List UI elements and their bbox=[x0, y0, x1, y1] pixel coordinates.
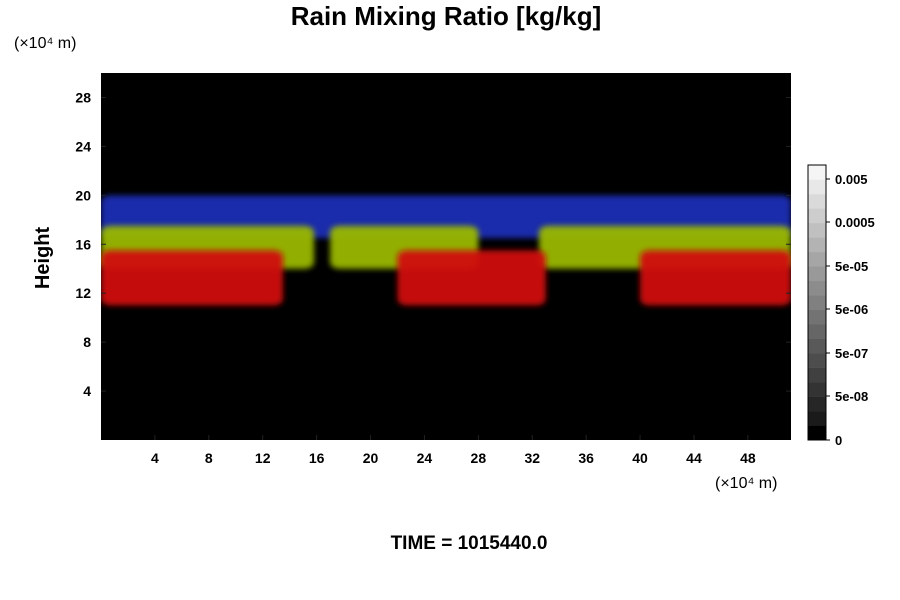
colorbar-label: 0 bbox=[835, 433, 842, 448]
colorbar-level bbox=[808, 280, 826, 296]
colorbar-label: 5e-08 bbox=[835, 389, 868, 404]
colorbar-level bbox=[808, 179, 826, 195]
precipitation-bands bbox=[101, 195, 791, 306]
x-tick-label: 24 bbox=[417, 450, 433, 466]
red-band bbox=[640, 250, 791, 306]
colorbar-level bbox=[808, 338, 826, 354]
time-label: TIME = 1015440.0 bbox=[391, 533, 548, 554]
colorbar-level bbox=[808, 237, 826, 253]
colorbar-level bbox=[808, 367, 826, 383]
x-tick-label: 48 bbox=[740, 450, 756, 466]
y-axis-label: Height bbox=[32, 227, 54, 290]
y-tick-label: 8 bbox=[83, 334, 91, 350]
y-tick-label: 4 bbox=[83, 383, 91, 399]
colorbar-level bbox=[808, 222, 826, 238]
x-tick-label: 12 bbox=[255, 450, 271, 466]
y-tick-label: 12 bbox=[75, 285, 91, 301]
y-unit-label: (×10⁴ m) bbox=[14, 35, 76, 52]
red-band bbox=[397, 250, 546, 306]
colorbar-level bbox=[808, 411, 826, 426]
x-tick-label: 8 bbox=[205, 450, 213, 466]
y-tick-label: 16 bbox=[75, 236, 91, 252]
chart-title: Rain Mixing Ratio [kg/kg] bbox=[291, 1, 602, 31]
colorbar-label: 0.0005 bbox=[835, 215, 875, 230]
colorbar-level bbox=[808, 295, 826, 311]
x-tick-label: 20 bbox=[363, 450, 379, 466]
y-tick-label: 20 bbox=[75, 187, 91, 203]
colorbar-label: 0.005 bbox=[835, 172, 868, 187]
colorbar-level bbox=[808, 165, 826, 180]
red-band bbox=[101, 250, 283, 306]
x-tick-label: 44 bbox=[686, 450, 702, 466]
x-tick-label: 28 bbox=[471, 450, 487, 466]
colorbar-level bbox=[808, 324, 826, 339]
x-tick-label: 4 bbox=[151, 450, 159, 466]
y-tick-label: 28 bbox=[75, 89, 91, 105]
x-tick-label: 16 bbox=[309, 450, 325, 466]
colorbar-level bbox=[808, 193, 826, 209]
colorbar-level bbox=[808, 251, 826, 267]
x-tick-label: 32 bbox=[524, 450, 540, 466]
colorbar-label: 5e-05 bbox=[835, 259, 868, 274]
x-axis: 4 8 12 16 20 24 28 32 36 40 44 48 bbox=[151, 435, 756, 466]
colorbar-level bbox=[808, 425, 826, 441]
colorbar-level bbox=[808, 208, 826, 224]
colorbar-level bbox=[808, 396, 826, 412]
x-tick-label: 40 bbox=[632, 450, 648, 466]
colorbar-level bbox=[808, 266, 826, 282]
x-unit-label: (×10⁴ m) bbox=[715, 475, 777, 492]
colorbar-frame bbox=[807, 164, 827, 441]
y-axis: 4 8 12 16 20 24 28 bbox=[75, 89, 791, 399]
x-tick-label: 36 bbox=[578, 450, 594, 466]
colorbar-label: 5e-07 bbox=[835, 346, 868, 361]
y-tick-label: 24 bbox=[75, 138, 91, 154]
colorbar-level bbox=[808, 309, 826, 325]
colorbar-level bbox=[808, 382, 826, 397]
colorbar-label: 5e-06 bbox=[835, 302, 868, 317]
colorbar: 0.005 0.0005 5e-05 5e-06 5e-07 5e-08 0 bbox=[807, 164, 875, 448]
colorbar-level bbox=[808, 353, 826, 368]
